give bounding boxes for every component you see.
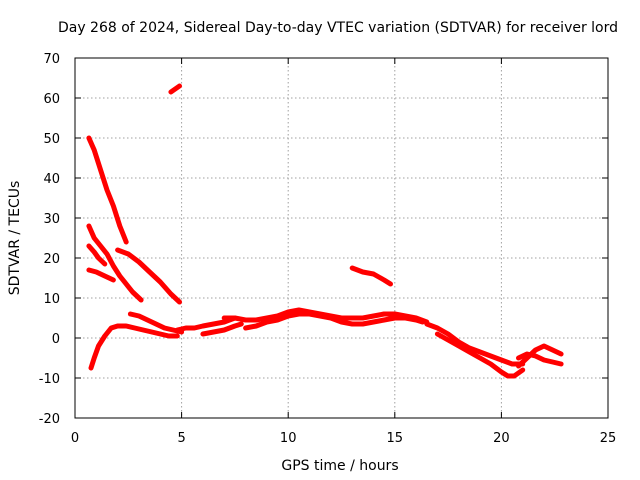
x-axis-label: GPS time / hours [281,458,398,474]
x-tick-label: 25 [600,431,617,446]
grid [75,58,608,418]
series-arc-15 [434,331,526,379]
y-tick-label: 40 [43,172,60,187]
y-tick-label: -10 [39,372,60,387]
series-arc-8 [127,311,185,335]
y-tick-label: 60 [43,92,60,107]
series-arc-17 [516,351,564,367]
x-tick-label: 0 [71,431,79,446]
series-arc-9 [174,315,238,333]
x-tick-label: 20 [493,431,510,446]
data-series [86,83,564,379]
y-tick-label: 50 [43,132,60,147]
series-arc-16 [516,343,564,369]
x-tick-labels: 0 5 10 15 20 25 [71,431,616,446]
plot-frame [74,57,609,419]
y-axis-label: SDTVAR / TECUs [7,181,23,296]
series-arc-14 [424,321,526,367]
series-arc-4 [86,267,116,283]
y-tick-label: 10 [43,292,60,307]
y-tick-label: 0 [52,332,60,347]
series-arc-6 [168,83,182,95]
x-tick-label: 15 [387,431,404,446]
series-arc-3 [86,243,108,267]
series-arc-7 [88,323,180,371]
x-tick-label: 5 [177,431,185,446]
series-arc-13 [349,265,393,287]
series-arc-1 [86,135,129,245]
series-arc-5 [115,247,182,305]
y-tick-label: 20 [43,252,60,267]
series-arc-10 [200,321,244,337]
axis-ticks [74,57,609,419]
y-tick-label: 30 [43,212,60,227]
series-arc-2 [86,223,144,303]
y-tick-label: 70 [43,52,60,67]
series-arc-12 [243,311,425,331]
chart-title: Day 268 of 2024, Sidereal Day-to-day VTE… [58,20,618,36]
y-tick-labels: -20 -10 0 10 20 30 40 50 60 70 [39,52,60,427]
x-tick-label: 10 [280,431,297,446]
y-tick-label: -20 [39,412,60,427]
